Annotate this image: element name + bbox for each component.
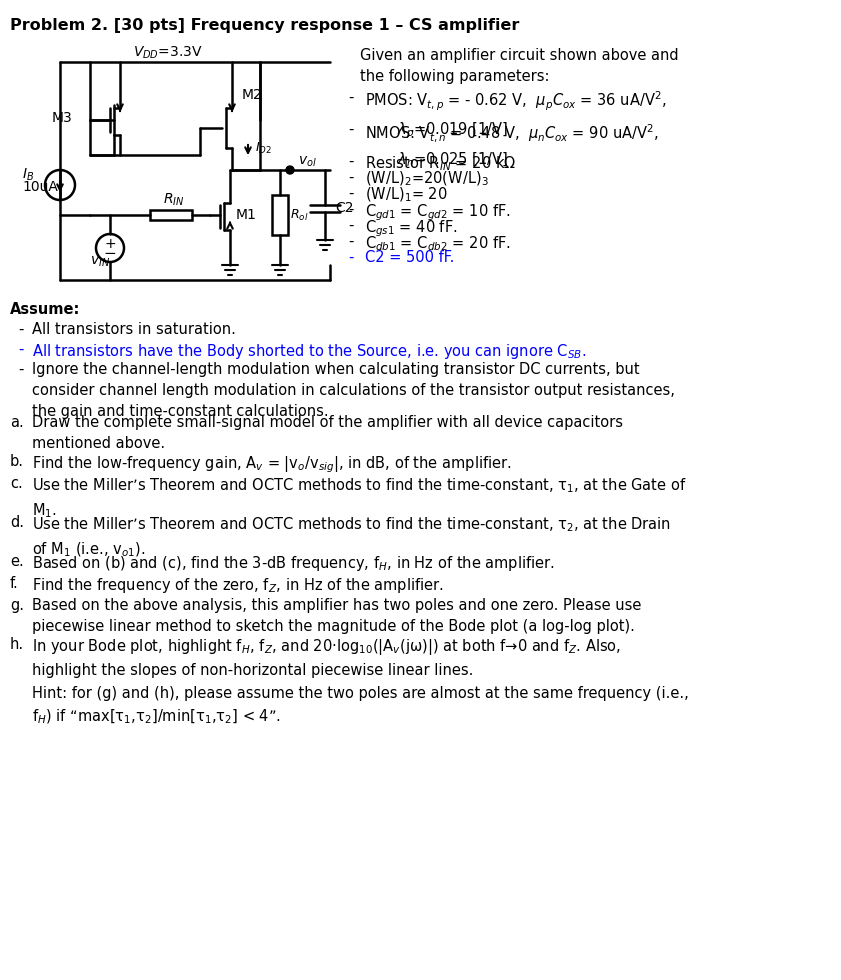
Text: M1: M1 xyxy=(236,208,257,222)
Text: $v_{IN}$: $v_{IN}$ xyxy=(90,255,110,270)
Text: Find the frequency of the zero, f$_Z$, in Hz of the amplifier.: Find the frequency of the zero, f$_Z$, i… xyxy=(32,576,444,595)
Text: In your Bode plot, highlight f$_H$, f$_Z$, and 20·log$_{10}$(|A$_v$(jω)|) at bot: In your Bode plot, highlight f$_H$, f$_Z… xyxy=(32,637,621,678)
Text: M2: M2 xyxy=(242,88,262,102)
Text: g.: g. xyxy=(10,598,24,613)
Text: b.: b. xyxy=(10,454,24,469)
Text: $I_B$: $I_B$ xyxy=(22,167,34,183)
Text: Ignore the channel-length modulation when calculating transistor DC currents, bu: Ignore the channel-length modulation whe… xyxy=(32,362,674,419)
Text: d.: d. xyxy=(10,515,24,530)
Text: a.: a. xyxy=(10,415,24,430)
Text: Resistor R$_{IN}$ = 20 kΩ: Resistor R$_{IN}$ = 20 kΩ xyxy=(365,154,516,172)
Text: All transistors in saturation.: All transistors in saturation. xyxy=(32,322,235,337)
Text: -: - xyxy=(348,186,353,201)
Text: Hint: for (g) and (h), please assume the two poles are almost at the same freque: Hint: for (g) and (h), please assume the… xyxy=(32,686,689,726)
Text: −: − xyxy=(103,247,116,262)
Text: C$_{db1}$ = C$_{db2}$ = 20 fF.: C$_{db1}$ = C$_{db2}$ = 20 fF. xyxy=(365,234,510,253)
Text: h.: h. xyxy=(10,637,24,652)
Text: -: - xyxy=(348,218,353,233)
Text: Draw the complete small-signal model of the amplifier with all device capacitors: Draw the complete small-signal model of … xyxy=(32,415,623,451)
Text: -: - xyxy=(348,170,353,185)
Text: $I_{D2}$: $I_{D2}$ xyxy=(255,140,272,156)
Text: Find the low-frequency gain, A$_v$ = |v$_o$/v$_{sig}$|, in dB, of the amplifier.: Find the low-frequency gain, A$_v$ = |v$… xyxy=(32,454,511,474)
Text: C$_{gs1}$ = 40 fF.: C$_{gs1}$ = 40 fF. xyxy=(365,218,458,238)
Text: M3: M3 xyxy=(52,111,73,125)
Text: C2 = 500 fF.: C2 = 500 fF. xyxy=(365,250,454,265)
Bar xyxy=(272,195,288,235)
Text: -: - xyxy=(348,202,353,217)
Text: Use the Miller’s Theorem and OCTC methods to find the time-constant, τ$_1$, at t: Use the Miller’s Theorem and OCTC method… xyxy=(32,476,687,520)
Text: f.: f. xyxy=(10,576,19,591)
Text: PMOS: V$_{t,p}$ = - 0.62 V,  $\mu_p C_{ox}$ = 36 uA/V$^2$,
       $\lambda_p$=0.: PMOS: V$_{t,p}$ = - 0.62 V, $\mu_p C_{ox… xyxy=(365,90,666,141)
Text: $V_{DD}$=3.3V: $V_{DD}$=3.3V xyxy=(133,45,203,62)
Text: (W/L)$_2$=20(W/L)$_3$: (W/L)$_2$=20(W/L)$_3$ xyxy=(365,170,489,188)
Text: -: - xyxy=(18,322,24,337)
Text: Use the Miller’s Theorem and OCTC methods to find the time-constant, τ$_2$, at t: Use the Miller’s Theorem and OCTC method… xyxy=(32,515,671,559)
Text: (W/L)$_1$= 20: (W/L)$_1$= 20 xyxy=(365,186,447,205)
Text: Based on (b) and (c), find the 3-dB frequency, f$_H$, in Hz of the amplifier.: Based on (b) and (c), find the 3-dB freq… xyxy=(32,554,555,573)
Text: Given an amplifier circuit shown above and
the following parameters:: Given an amplifier circuit shown above a… xyxy=(360,48,679,84)
Text: $v_{ol}$: $v_{ol}$ xyxy=(298,155,317,170)
Text: $R_{IN}$: $R_{IN}$ xyxy=(163,192,184,208)
Text: Assume:: Assume: xyxy=(10,302,81,317)
Text: C2: C2 xyxy=(335,201,353,215)
Bar xyxy=(150,210,192,220)
Text: NMOS: V$_{t,n}$ = 0.48 V,  $\mu_n C_{ox}$ = 90 uA/V$^2$,
       $\lambda_n$=0.02: NMOS: V$_{t,n}$ = 0.48 V, $\mu_n C_{ox}$… xyxy=(365,122,659,170)
Text: C$_{gd1}$ = C$_{gd2}$ = 10 fF.: C$_{gd1}$ = C$_{gd2}$ = 10 fF. xyxy=(365,202,510,222)
Text: -: - xyxy=(348,154,353,169)
Text: -: - xyxy=(348,90,353,105)
Text: c.: c. xyxy=(10,476,23,491)
Text: -: - xyxy=(348,234,353,249)
Text: $R_{ol}$: $R_{ol}$ xyxy=(290,208,309,222)
Text: Based on the above analysis, this amplifier has two poles and one zero. Please u: Based on the above analysis, this amplif… xyxy=(32,598,642,634)
Text: 10uA: 10uA xyxy=(22,180,58,194)
Text: All transistors have the Body shorted to the Source, i.e. you can ignore C$_{SB}: All transistors have the Body shorted to… xyxy=(32,342,586,361)
Text: -: - xyxy=(348,122,353,137)
Text: e.: e. xyxy=(10,554,24,569)
Text: -: - xyxy=(348,250,353,265)
Circle shape xyxy=(286,166,294,174)
Text: Problem 2. [30 pts] Frequency response 1 – CS amplifier: Problem 2. [30 pts] Frequency response 1… xyxy=(10,18,520,33)
Text: +: + xyxy=(104,237,116,251)
Text: -: - xyxy=(18,362,24,377)
Text: -: - xyxy=(18,342,24,357)
